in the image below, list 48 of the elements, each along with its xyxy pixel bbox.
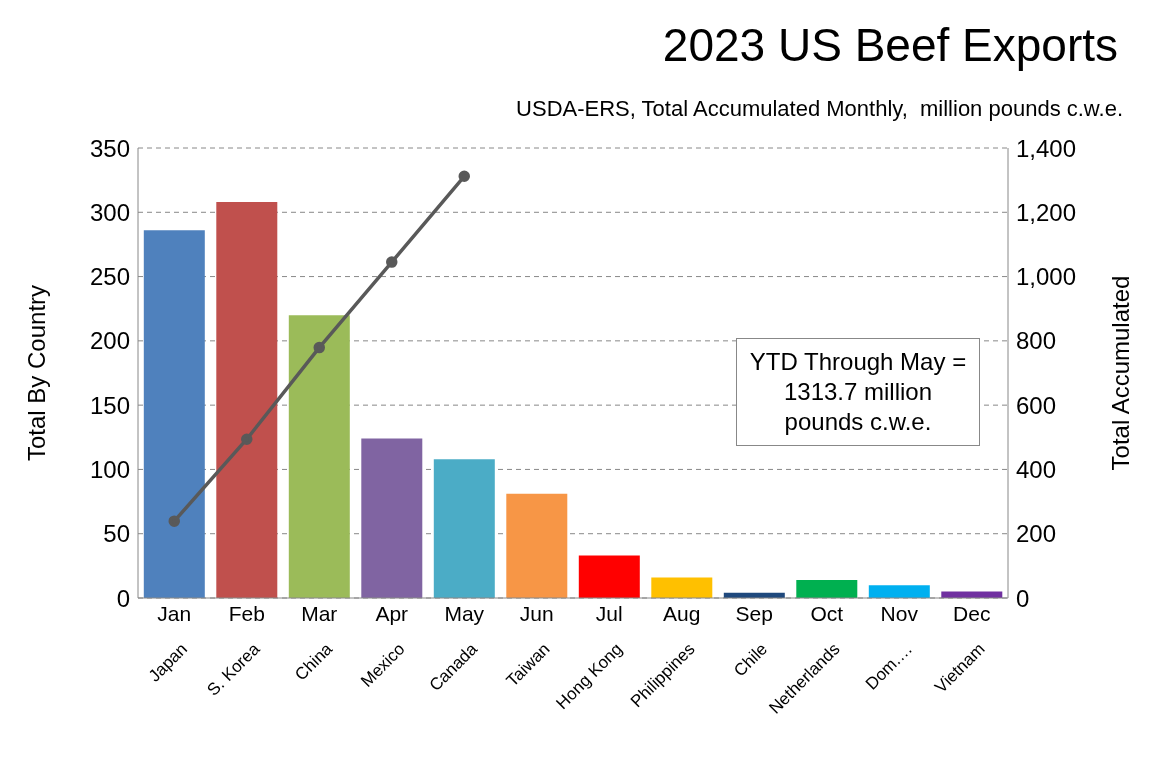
x-tick-label: Jun	[519, 601, 554, 625]
y2-tick-label: 1,400	[1016, 134, 1077, 162]
y-axis-title: Total By Country	[22, 284, 50, 462]
point	[458, 170, 470, 183]
x-tick-label: Dec	[953, 601, 991, 625]
x-tick-label: Jan	[157, 601, 192, 625]
point	[386, 256, 398, 268]
x-tick-label: Nov	[880, 601, 919, 625]
annotation: YTD Through May = 1313.7 million pounds c.w.e.	[736, 338, 980, 446]
y-tick-label: 200	[89, 327, 130, 355]
x-tick-label: May	[444, 601, 485, 625]
x-tick-label: Feb	[228, 601, 265, 625]
y2-tick-label: 400	[1016, 455, 1057, 483]
y2-tick-label: 1,000	[1016, 263, 1077, 291]
bar	[578, 555, 640, 598]
point	[241, 433, 253, 445]
bar	[796, 580, 858, 598]
y-tick-label: 100	[89, 455, 130, 483]
bar	[868, 585, 930, 598]
x-tick-label: Apr	[375, 601, 409, 625]
y2-tick-label: 600	[1016, 391, 1057, 419]
bar	[288, 315, 350, 598]
chart-subtitle: USDA-ERS, Total Accumulated Monthly, million pounds c.w.e.	[516, 96, 1123, 122]
bar	[143, 230, 205, 598]
y-tick-label: 300	[89, 198, 130, 226]
y2-tick-label: 800	[1016, 327, 1057, 355]
chart-title: 2023 US Beef Exports	[662, 18, 1118, 72]
bar	[433, 459, 495, 598]
bar	[651, 577, 713, 598]
y-tick-label: 50	[103, 520, 130, 548]
point	[168, 515, 180, 527]
y2-tick-label: 0	[1016, 584, 1030, 612]
y-tick-label: 250	[89, 263, 130, 291]
x-tick-label: Mar	[301, 601, 338, 625]
x-tick-label: Sep	[735, 601, 773, 625]
y-tick-label: 0	[116, 584, 130, 612]
y-tick-label: 350	[89, 134, 130, 162]
bar	[506, 493, 568, 598]
x-tick-label: Aug	[663, 601, 701, 625]
y2-axis-title: Total Accumulated	[1106, 275, 1134, 471]
y2-tick-label: 1,200	[1016, 198, 1077, 226]
bar	[361, 438, 423, 598]
x-tick-label: Oct	[810, 601, 844, 625]
bar	[216, 202, 278, 598]
x-tick-label: Jul	[595, 601, 623, 625]
y-tick-label: 150	[89, 391, 130, 419]
y2-tick-label: 200	[1016, 520, 1057, 548]
point	[313, 341, 325, 354]
